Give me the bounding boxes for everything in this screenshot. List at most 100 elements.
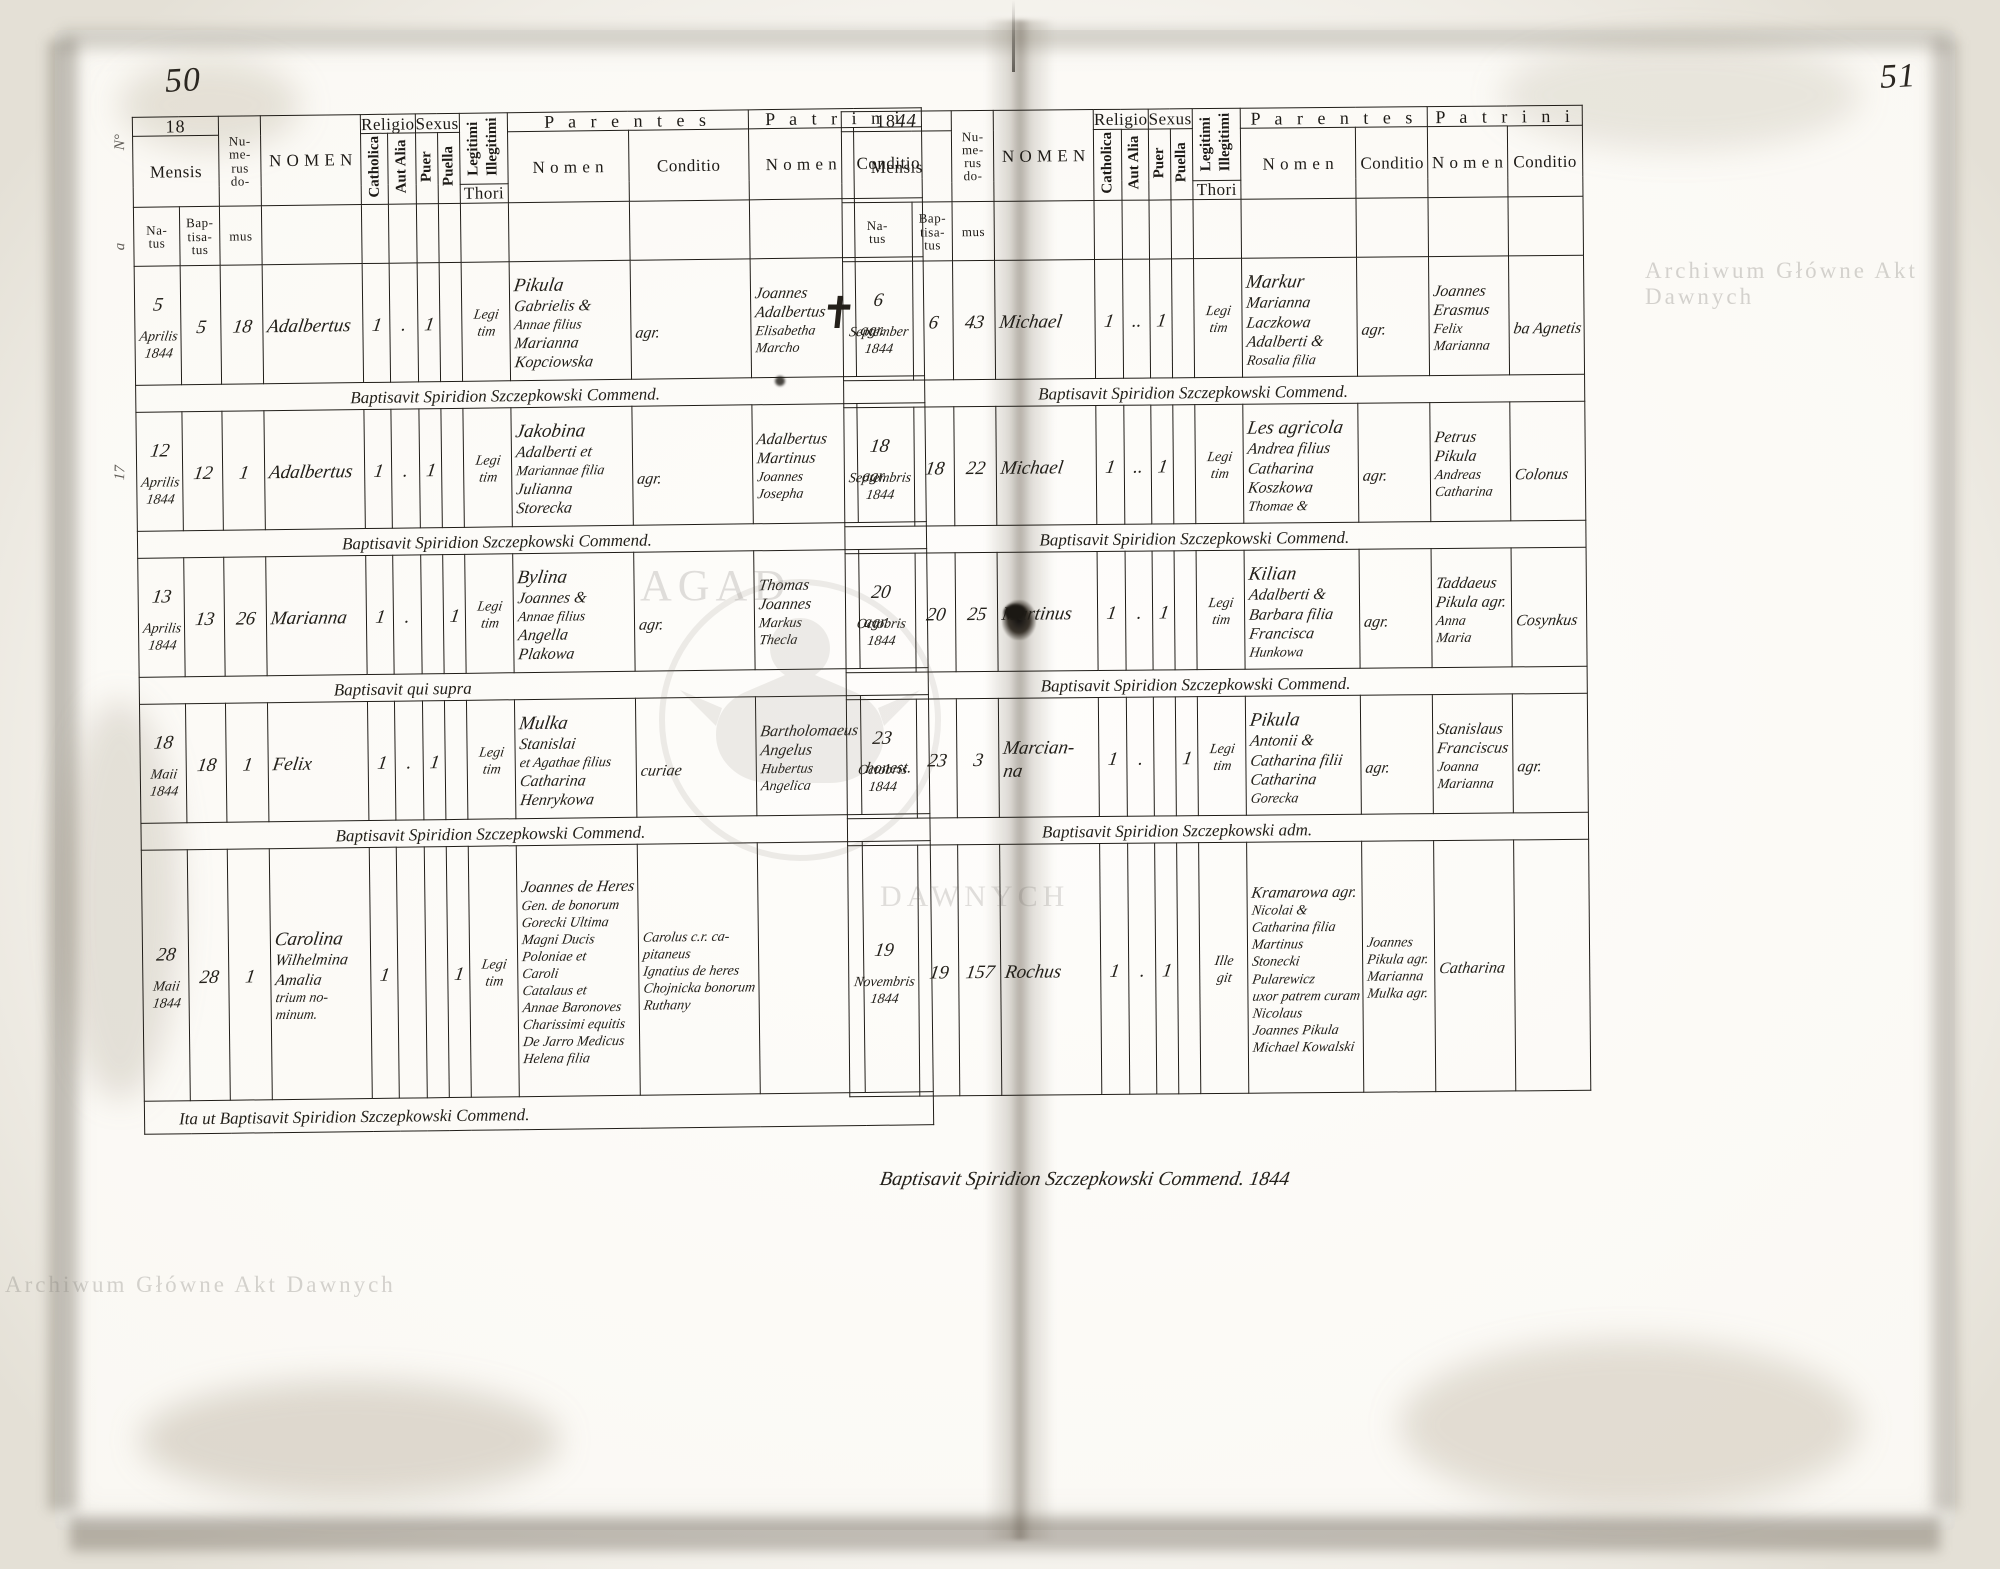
- cell-parentes-nomen: Mulka Stanislai et Agathae filius Cathar…: [514, 698, 637, 820]
- cell-puer: 1: [1149, 259, 1173, 379]
- header-religio: Religio: [360, 113, 416, 134]
- cell-baptisatus: 28: [187, 849, 231, 1102]
- header-natus: Na-tus: [842, 202, 913, 263]
- cell-patrini-nomen: Stanislaus Franciscus Joanna Marianna: [1432, 694, 1513, 814]
- cell-puella: 1: [446, 846, 472, 1098]
- header-year-left: 18: [132, 116, 219, 137]
- margin-note-left: a: [112, 242, 129, 251]
- header-parentes-conditio: Conditio: [1355, 127, 1429, 199]
- ink-blot: [775, 376, 785, 386]
- header-numerus-domus: Nu-me-rus do-: [218, 115, 262, 207]
- cell-puer: 1: [422, 700, 446, 821]
- header-parentes: P a r e n t e s: [1240, 106, 1428, 129]
- register-body-right: 6 September 1844 6 43 Michael 1 .. 1 Legi t…: [842, 255, 1592, 1098]
- header-parentes-conditio: Conditio: [628, 129, 749, 202]
- cell-aut-alia: ..: [1123, 405, 1152, 525]
- header-patrini: P a t r i n i: [1427, 105, 1583, 128]
- cell-patrini-conditio: [1513, 839, 1592, 1092]
- cell-thori: Legi tim: [466, 700, 516, 820]
- cell-natus: 18 Maii 1844: [139, 704, 188, 824]
- header-numerus-domus: Nu-me-rus do-: [951, 110, 995, 203]
- cell-nomen: Rochus: [999, 843, 1103, 1096]
- cell-natus: 5 Aprilis 1844: [134, 266, 182, 386]
- cell-puer: 1: [418, 408, 443, 529]
- table-row: 13 Aprilis 1844 13 26 Marianna 1 . 1 Legi t…: [137, 549, 929, 678]
- header-legitimi-illegitimi: Legitimi Illegitimi: [1192, 108, 1241, 181]
- cell-natus: 28 Maii 1844: [141, 850, 191, 1102]
- cell-puella: [1172, 405, 1196, 525]
- cell-parentes-nomen: Pikula Antonii & Catharina filii Cathari…: [1245, 695, 1362, 816]
- header-thori: Thori: [1192, 179, 1241, 201]
- cell-aut-alia: ..: [1122, 259, 1151, 379]
- header-parentes-nomen: N o m e n: [1240, 127, 1357, 200]
- cell-catholica: 1: [1098, 697, 1127, 817]
- cell-puer: 1: [1150, 405, 1174, 525]
- cell-parentes-nomen: Bylina Joannes & Annae filius Angella Pl…: [512, 552, 636, 674]
- header-domus: mus: [219, 206, 263, 266]
- paper-edge-right: [1932, 40, 1958, 1510]
- header-puer-label: Puer: [1150, 147, 1167, 179]
- cell-parentes-nomen: Markur Marianna Laczkowa Adalberti & Ros…: [1241, 257, 1359, 378]
- margin-note-left: 17: [112, 465, 129, 481]
- header-nomen: N O M E N: [993, 109, 1095, 202]
- paper-edge-bottom: [70, 1517, 1940, 1551]
- cell-thori: Legi tim: [464, 554, 514, 674]
- header-baptisatus: Bap-tisa-tus: [912, 202, 953, 262]
- header-mensis: Mensis: [841, 131, 953, 204]
- header-filler: [1094, 200, 1123, 260]
- cell-thori: Legi tim: [462, 408, 513, 528]
- register-body-left: 5 Aprilis 1844 5 18 Adalbertus 1 . 1 Legi t…: [134, 257, 935, 1135]
- header-filler: [460, 203, 509, 263]
- cell-puella: [1176, 843, 1201, 1095]
- header-filler: [388, 204, 417, 264]
- header-thori: Thori: [459, 183, 509, 204]
- cell-aut-alia: .: [389, 263, 419, 383]
- cell-nomen: Adalbertus: [264, 409, 366, 531]
- cell-patrini-conditio: Cosynkus: [1510, 547, 1588, 668]
- header-parentes-nomen: N o m e n: [507, 130, 630, 204]
- cell-parentes-nomen: Joannes de Heres Gen. de bonorum Gorecki…: [516, 844, 641, 1098]
- cell-natus: 19 Novembris 1844: [847, 845, 921, 1098]
- ink-blot: [1004, 604, 1026, 620]
- cell-nomen: Michael: [994, 259, 1096, 380]
- cell-domus: 18: [220, 265, 264, 385]
- header-filler: [1356, 197, 1429, 258]
- cell-patrini-conditio: Colonus: [1509, 401, 1587, 522]
- header-nomen: N O M E N: [260, 114, 362, 207]
- cell-patrini-nomen: Taddaeus Pikula agr. Anna Maria: [1431, 548, 1512, 668]
- cell-parentes-conditio: agr.: [633, 551, 755, 672]
- header-catholica-label: Catholica: [1098, 132, 1116, 195]
- cell-baptisatus: 23: [916, 699, 958, 819]
- header-filler: [416, 203, 439, 264]
- cell-thori: Legi tim: [1197, 696, 1247, 817]
- cell-natus: 20 Octobris 1844: [845, 553, 917, 674]
- cell-parentes-nomen: Pikula Gabrielis & Annae filius Marianna…: [508, 260, 632, 382]
- cell-parentes-nomen: Kramarowa agr. Nicolai & Catharina filia…: [1246, 841, 1365, 1094]
- paper-edge-top: [60, 28, 1950, 50]
- header-catholica: Catholica: [360, 133, 389, 205]
- cell-puer: 1: [1154, 843, 1179, 1095]
- header-natus: Na-tus: [133, 207, 181, 267]
- cell-catholica: 1: [365, 555, 395, 675]
- table-row: 20 Octobris 1844 20 25 Martinus 1 . 1 Legi…: [845, 547, 1588, 674]
- cell-thori: Ille git: [1198, 842, 1249, 1094]
- cell-aut-alia: .: [391, 409, 421, 529]
- cell-aut-alia: .: [1124, 551, 1153, 671]
- cell-puer: 1: [416, 262, 441, 383]
- header-puella: Puella: [437, 132, 461, 204]
- header-year-printed: 18: [875, 110, 896, 131]
- cell-nomen: Marcian-na: [998, 697, 1100, 818]
- header-puer-label: Puer: [417, 150, 435, 182]
- header-catholica: Catholica: [1093, 129, 1122, 201]
- cell-domus: 1: [225, 703, 270, 823]
- cell-catholica: 1: [362, 263, 391, 383]
- cell-aut-alia: .: [393, 555, 422, 675]
- cell-catholica: 1: [1096, 405, 1125, 525]
- header-filler: [261, 204, 363, 266]
- cell-parentes-conditio: agr.: [1358, 402, 1432, 523]
- cell-puella: [1171, 259, 1195, 379]
- header-aut-alia-label: Aut Alia: [393, 139, 410, 194]
- header-year-right: 1844: [841, 110, 952, 133]
- table-row: 28 Maii 1844 28 1 Carolina Wilhelmina Amal…: [141, 840, 934, 1102]
